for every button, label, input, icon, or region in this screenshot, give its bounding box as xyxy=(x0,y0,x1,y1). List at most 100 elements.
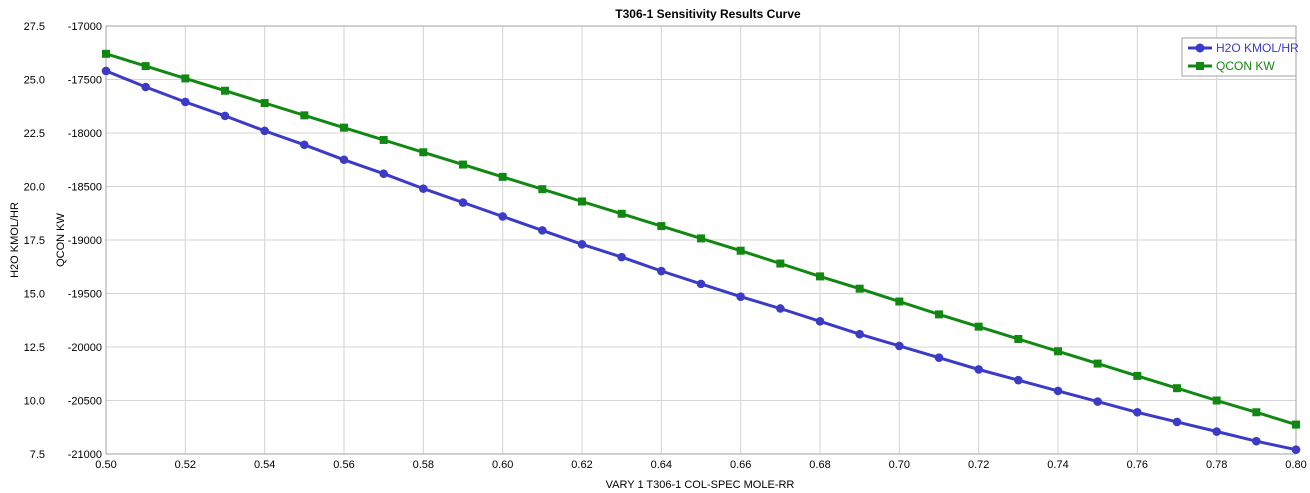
legend-label-h2o: H2O KMOL/HR xyxy=(1216,41,1299,55)
y-tick-label-h2o: 10.0 xyxy=(24,396,45,408)
data-point xyxy=(1173,384,1181,393)
data-point xyxy=(1252,436,1261,446)
data-point xyxy=(221,86,229,95)
data-point xyxy=(1093,359,1102,368)
data-point xyxy=(498,212,507,221)
y-tick-label-h2o: 22.5 xyxy=(24,128,45,140)
data-point xyxy=(260,126,269,136)
x-tick-label: 0.70 xyxy=(889,459,910,471)
x-tick-label: 0.80 xyxy=(1285,459,1306,471)
data-point xyxy=(101,66,111,76)
data-point xyxy=(1053,386,1063,396)
data-point xyxy=(974,322,983,331)
data-point xyxy=(815,317,825,326)
legend-label-qcon: QCON KW xyxy=(1216,59,1275,73)
series-qcon xyxy=(102,49,1300,429)
data-point xyxy=(657,222,666,231)
data-point xyxy=(300,140,309,150)
data-point xyxy=(736,292,745,302)
data-point xyxy=(141,62,150,71)
data-point xyxy=(419,148,428,157)
y-tick-label-qcon: -19000 xyxy=(68,235,102,247)
y-tick-label-h2o: 27.5 xyxy=(24,21,45,33)
x-tick-label: 0.50 xyxy=(95,459,116,471)
y-tick-label-qcon: -18500 xyxy=(68,182,102,194)
data-point xyxy=(1133,371,1142,380)
legend: H2O KMOL/HR QCON KW xyxy=(1181,37,1299,77)
series-layer xyxy=(101,49,1301,455)
y-tick-label-h2o: 7.5 xyxy=(30,449,45,461)
data-point xyxy=(379,169,388,178)
data-point xyxy=(498,172,507,181)
x-tick-label: 0.66 xyxy=(730,459,751,471)
data-point xyxy=(260,99,269,108)
data-point xyxy=(419,184,428,193)
y-axis-h2o-label: H2O KMOL/HR xyxy=(9,202,21,278)
data-point xyxy=(102,49,110,58)
chart-title: T306-1 Sensitivity Results Curve xyxy=(615,7,801,21)
data-point xyxy=(340,123,348,132)
data-point xyxy=(141,82,150,92)
data-point xyxy=(1212,396,1221,405)
y-tick-label-qcon: -17500 xyxy=(68,75,102,87)
data-point xyxy=(379,135,388,144)
plot-frame xyxy=(105,25,1297,455)
x-tick-label: 0.56 xyxy=(333,459,354,471)
data-point xyxy=(1172,417,1182,427)
y-tick-label-qcon: -17000 xyxy=(68,21,102,33)
y-axis-h2o-ticks: 7.5 10.0 12.5 15.0 17.5 20.0 22.5 25.0 27.5 xyxy=(24,21,45,461)
data-point xyxy=(1133,407,1142,417)
y-tick-label-qcon: -21000 xyxy=(68,449,102,461)
legend-marker-qcon xyxy=(1196,62,1204,70)
x-axis-ticks: 0.50 0.52 0.54 0.56 0.58 0.60 0.62 0.64 0.66 0.68… xyxy=(95,459,1306,471)
data-point xyxy=(895,341,904,351)
data-point xyxy=(1212,427,1221,436)
data-point xyxy=(577,239,587,249)
data-point xyxy=(974,365,983,374)
data-point xyxy=(1093,397,1102,406)
y-tick-label-h2o: 12.5 xyxy=(24,342,45,354)
x-tick-label: 0.76 xyxy=(1127,459,1148,471)
data-point xyxy=(538,226,547,235)
y-tick-label-qcon: -19500 xyxy=(68,289,102,301)
data-point xyxy=(300,111,309,120)
data-point xyxy=(181,74,190,83)
data-point xyxy=(657,266,666,276)
x-tick-label: 0.74 xyxy=(1047,459,1068,471)
data-point xyxy=(697,234,705,243)
data-point xyxy=(339,155,349,165)
data-point xyxy=(934,353,944,363)
x-tick-label: 0.68 xyxy=(809,459,830,471)
data-point xyxy=(1291,445,1301,455)
data-point xyxy=(617,209,626,218)
data-point xyxy=(696,279,706,289)
x-tick-label: 0.54 xyxy=(254,459,275,471)
y-tick-label-h2o: 15.0 xyxy=(24,289,45,301)
data-point xyxy=(1292,420,1300,429)
series-h2o xyxy=(101,66,1301,455)
data-point xyxy=(181,97,190,107)
y-tick-label-qcon: -20500 xyxy=(68,396,102,408)
data-point xyxy=(736,246,745,255)
y-tick-label-h2o: 20.0 xyxy=(24,182,45,194)
data-point xyxy=(1014,375,1023,385)
data-point xyxy=(816,272,824,281)
data-point xyxy=(776,304,785,313)
y-axis-qcon-label: QCON KW xyxy=(55,212,67,266)
data-point xyxy=(1054,347,1062,356)
x-axis-label: VARY 1 T306-1 COL-SPEC MOLE-RR xyxy=(606,479,795,491)
x-tick-label: 0.62 xyxy=(571,459,592,471)
data-point xyxy=(935,310,943,319)
data-point xyxy=(459,160,467,169)
data-point xyxy=(855,284,864,293)
y-tick-label-h2o: 17.5 xyxy=(24,235,45,247)
data-point xyxy=(578,197,586,206)
x-tick-label: 0.78 xyxy=(1206,459,1227,471)
x-tick-label: 0.64 xyxy=(651,459,672,471)
data-point xyxy=(617,252,626,262)
y-tick-label-qcon: -18000 xyxy=(68,128,102,140)
data-point xyxy=(538,185,547,194)
data-point xyxy=(1014,334,1023,343)
